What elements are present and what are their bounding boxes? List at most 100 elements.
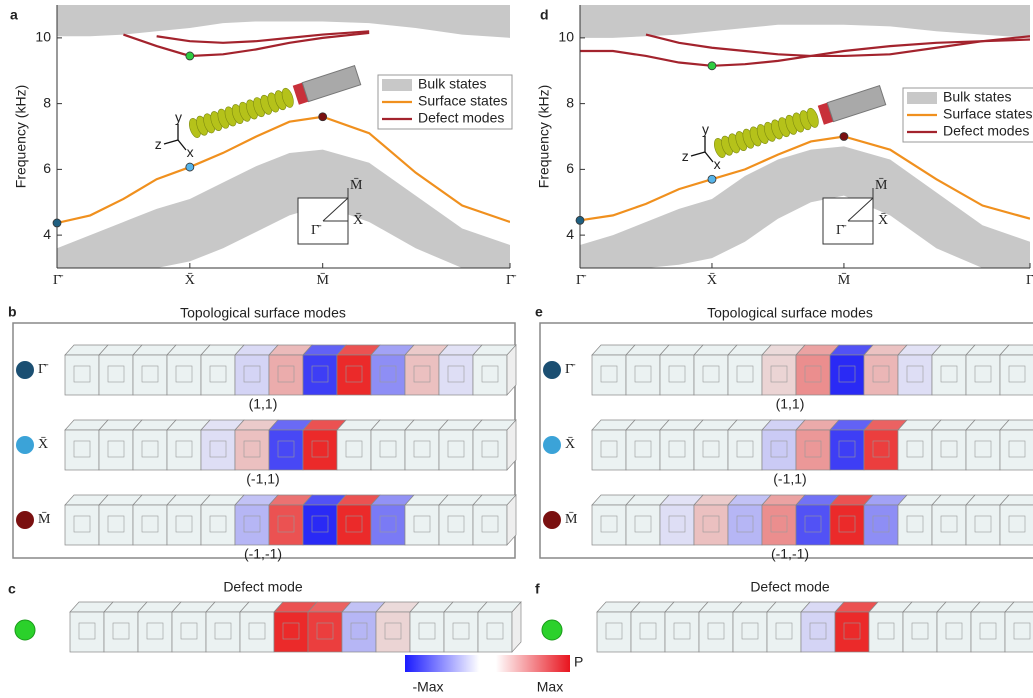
cube-front bbox=[337, 355, 371, 395]
cube-front bbox=[133, 505, 167, 545]
bulk-unit bbox=[302, 66, 360, 102]
cube-front bbox=[932, 355, 966, 395]
panel-letter: e bbox=[535, 304, 543, 320]
cube-front bbox=[65, 505, 99, 545]
defect-mode-panel: c Defect mode bbox=[8, 579, 521, 652]
bz-label: X̄ bbox=[878, 213, 888, 229]
k-point: X̄ bbox=[565, 437, 575, 453]
cube-front bbox=[898, 355, 932, 395]
cube-front bbox=[133, 355, 167, 395]
legend-label: Defect modes bbox=[943, 123, 1029, 139]
cube-front bbox=[1000, 430, 1033, 470]
band-chart: a46810Γ̄X̄M̄Γ̄Frequency (kHz)Bulk states… bbox=[10, 5, 517, 288]
axis-arrow bbox=[691, 152, 705, 156]
figure: a46810Γ̄X̄M̄Γ̄Frequency (kHz)Bulk states… bbox=[0, 0, 1033, 698]
x-tick-label: Γ̄ bbox=[576, 273, 587, 288]
legend-label: Defect modes bbox=[418, 110, 504, 126]
y-tick-label: 4 bbox=[566, 226, 574, 242]
cube-front bbox=[966, 430, 1000, 470]
cube-front bbox=[104, 612, 138, 652]
cube-front bbox=[138, 612, 172, 652]
colorbar: -MaxMaxP bbox=[405, 654, 583, 695]
mode-label: (1,1) bbox=[776, 396, 805, 412]
cube-front bbox=[796, 505, 830, 545]
cube-front bbox=[478, 612, 512, 652]
mode-dot bbox=[543, 436, 561, 454]
y-axis-label: Frequency (kHz) bbox=[13, 85, 29, 188]
defect-mode-panel: fDefect mode bbox=[535, 579, 1033, 652]
cube-front bbox=[201, 505, 235, 545]
cube-front bbox=[932, 430, 966, 470]
cube-front bbox=[376, 612, 410, 652]
cube-front bbox=[830, 430, 864, 470]
colorbar-min: -Max bbox=[412, 679, 443, 695]
mode-marker bbox=[576, 216, 584, 224]
cube-front bbox=[371, 355, 405, 395]
cube-front bbox=[269, 505, 303, 545]
cube-front bbox=[235, 430, 269, 470]
cube-front bbox=[206, 612, 240, 652]
cube-front bbox=[864, 505, 898, 545]
k-point: M̄ bbox=[565, 512, 578, 528]
bulk-unit bbox=[827, 86, 885, 122]
cube-front bbox=[597, 612, 631, 652]
x-tick-label: Γ̄ bbox=[1026, 273, 1033, 288]
cube-front bbox=[762, 355, 796, 395]
cube-front bbox=[371, 505, 405, 545]
cube-front bbox=[898, 505, 932, 545]
cube-front bbox=[172, 612, 206, 652]
cube-front bbox=[337, 505, 371, 545]
legend-swatch bbox=[382, 79, 412, 91]
cube-front bbox=[201, 355, 235, 395]
cube-front bbox=[405, 355, 439, 395]
y-tick-label: 8 bbox=[43, 94, 51, 110]
x-tick-label: Γ̄ bbox=[506, 273, 517, 288]
cube-front bbox=[694, 355, 728, 395]
mode-marker bbox=[186, 163, 194, 171]
x-tick-label: X̄ bbox=[707, 273, 717, 289]
cube-front bbox=[167, 430, 201, 470]
x-tick-label: Γ̄ bbox=[53, 273, 64, 288]
axes-inset: yzx bbox=[155, 109, 194, 160]
legend: Bulk statesSurface statesDefect modes bbox=[903, 88, 1033, 142]
mode-marker bbox=[186, 52, 194, 60]
cube-front bbox=[830, 355, 864, 395]
axis-name: z bbox=[682, 148, 689, 164]
x-tick-label: M̄ bbox=[316, 273, 329, 289]
cube-front bbox=[762, 505, 796, 545]
cube-front bbox=[796, 355, 830, 395]
plot-area bbox=[57, 5, 510, 268]
structure-inset bbox=[712, 86, 886, 159]
cube-front bbox=[274, 612, 308, 652]
y-tick-label: 6 bbox=[43, 160, 51, 176]
cube-front bbox=[99, 430, 133, 470]
panel-letter: d bbox=[540, 7, 549, 23]
legend-label: Surface states bbox=[943, 106, 1033, 122]
panel-title: Defect mode bbox=[223, 579, 303, 595]
cube-front bbox=[269, 355, 303, 395]
cube-front bbox=[405, 505, 439, 545]
cube-front bbox=[796, 430, 830, 470]
mode-label: (1,1) bbox=[249, 396, 278, 412]
panel-letter: c bbox=[8, 581, 16, 597]
cube-front bbox=[903, 612, 937, 652]
k-point: M̄ bbox=[38, 512, 51, 528]
cube-front bbox=[966, 355, 1000, 395]
cube-front bbox=[864, 430, 898, 470]
cube-front bbox=[303, 505, 337, 545]
cube-front bbox=[699, 612, 733, 652]
cube-front bbox=[660, 355, 694, 395]
cube-front bbox=[235, 355, 269, 395]
axis-arrow bbox=[705, 152, 713, 162]
mode-label: (-1,1) bbox=[773, 471, 806, 487]
cube-front bbox=[65, 355, 99, 395]
cube-front bbox=[971, 612, 1005, 652]
cube-front bbox=[665, 612, 699, 652]
mode-label: (-1,-1) bbox=[771, 546, 809, 562]
mode-dot bbox=[16, 361, 34, 379]
panel-letter: b bbox=[8, 304, 17, 320]
legend-label: Bulk states bbox=[943, 89, 1011, 105]
y-tick-label: 6 bbox=[566, 160, 574, 176]
bulk-band bbox=[57, 5, 510, 38]
